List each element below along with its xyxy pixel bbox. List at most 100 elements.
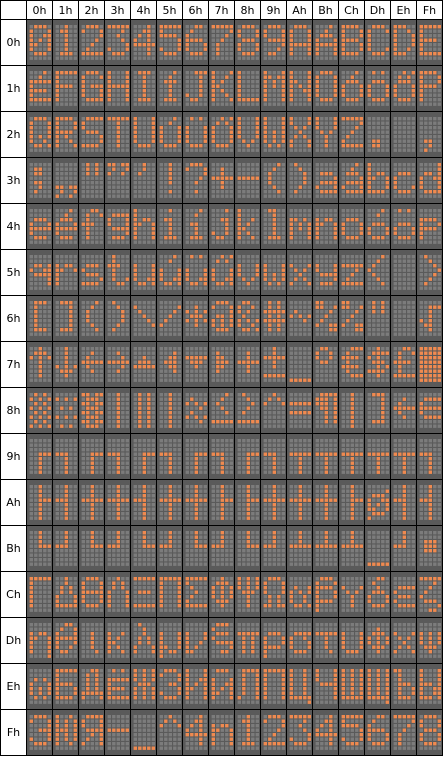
lit-dot <box>419 80 423 84</box>
unlit-dot <box>393 255 397 259</box>
unlit-dot <box>411 209 415 213</box>
lit-dot <box>407 80 411 84</box>
lit-dot <box>355 117 359 121</box>
lit-dot <box>277 319 281 323</box>
unlit-dot <box>190 121 194 125</box>
glyph-cell <box>78 65 105 112</box>
unlit-dot <box>164 176 168 180</box>
unlit-dot <box>69 286 73 290</box>
unlit-dot <box>350 135 354 139</box>
unlit-dot <box>60 319 64 323</box>
unlit-dot <box>329 89 333 93</box>
lit-dot <box>121 172 125 176</box>
unlit-dot <box>81 314 85 318</box>
unlit-dot <box>112 347 116 351</box>
unlit-dot <box>133 176 137 180</box>
unlit-dot <box>437 286 441 290</box>
lit-dot <box>329 25 333 29</box>
unlit-dot <box>428 264 432 268</box>
unlit-dot <box>329 75 333 79</box>
unlit-dot <box>237 277 241 281</box>
unlit-dot <box>381 75 385 79</box>
unlit-dot <box>194 328 198 332</box>
lit-dot <box>268 310 272 314</box>
unlit-dot <box>437 319 441 323</box>
glyph-cell <box>390 19 417 66</box>
unlit-dot <box>69 93 73 97</box>
unlit-dot <box>333 240 337 244</box>
unlit-dot <box>372 163 376 167</box>
lit-dot <box>246 176 250 180</box>
unlit-dot <box>95 222 99 226</box>
lit-dot <box>133 135 137 139</box>
unlit-dot <box>203 34 207 38</box>
unlit-dot <box>303 240 307 244</box>
lit-dot <box>107 71 111 75</box>
unlit-dot <box>133 323 137 327</box>
lit-dot <box>367 93 371 97</box>
unlit-dot <box>307 213 311 217</box>
unlit-dot <box>346 323 350 327</box>
unlit-dot <box>411 176 415 180</box>
unlit-dot <box>216 29 220 33</box>
lit-dot <box>43 71 47 75</box>
unlit-dot <box>86 80 90 84</box>
unlit-dot <box>372 38 376 42</box>
lit-dot <box>359 121 363 125</box>
unlit-dot <box>359 172 363 176</box>
glyph-cell <box>156 203 183 250</box>
lit-dot <box>81 121 85 125</box>
unlit-dot <box>133 181 137 185</box>
unlit-dot <box>43 378 47 382</box>
unlit-dot <box>43 172 47 176</box>
lit-dot <box>116 264 120 268</box>
unlit-dot <box>121 209 125 213</box>
unlit-dot <box>47 218 51 222</box>
unlit-dot <box>69 240 73 244</box>
unlit-dot <box>216 255 220 259</box>
unlit-dot <box>211 47 215 51</box>
unlit-dot <box>173 314 177 318</box>
lit-dot <box>324 218 328 222</box>
lit-dot <box>151 236 155 240</box>
unlit-dot <box>43 181 47 185</box>
unlit-dot <box>376 264 380 268</box>
lit-dot <box>350 52 354 56</box>
unlit-dot <box>216 93 220 97</box>
unlit-dot <box>294 185 298 189</box>
unlit-dot <box>385 135 389 139</box>
unlit-dot <box>393 209 397 213</box>
unlit-dot <box>294 93 298 97</box>
lit-dot <box>298 273 302 277</box>
unlit-dot <box>138 194 142 198</box>
lit-dot <box>55 121 59 125</box>
lit-dot <box>112 84 116 88</box>
lit-dot <box>116 144 120 148</box>
unlit-dot <box>372 56 376 60</box>
unlit-dot <box>272 264 276 268</box>
dot-matrix-glyph <box>237 71 259 106</box>
unlit-dot <box>29 314 33 318</box>
lit-dot <box>168 176 172 180</box>
unlit-dot <box>350 277 354 281</box>
lit-dot <box>263 268 267 272</box>
unlit-dot <box>133 310 137 314</box>
unlit-dot <box>220 310 224 314</box>
unlit-dot <box>194 277 198 281</box>
lit-dot <box>225 144 229 148</box>
unlit-dot <box>86 176 90 180</box>
unlit-dot <box>177 236 181 240</box>
unlit-dot <box>185 98 189 102</box>
column-header: 7h <box>208 0 235 20</box>
unlit-dot <box>294 56 298 60</box>
unlit-dot <box>277 176 281 180</box>
glyph-cell <box>208 249 235 296</box>
unlit-dot <box>350 126 354 130</box>
unlit-dot <box>138 356 142 360</box>
unlit-dot <box>346 75 350 79</box>
lit-dot <box>86 167 90 171</box>
lit-dot <box>333 176 337 180</box>
unlit-dot <box>437 98 441 102</box>
unlit-dot <box>38 130 42 134</box>
unlit-dot <box>177 365 181 369</box>
